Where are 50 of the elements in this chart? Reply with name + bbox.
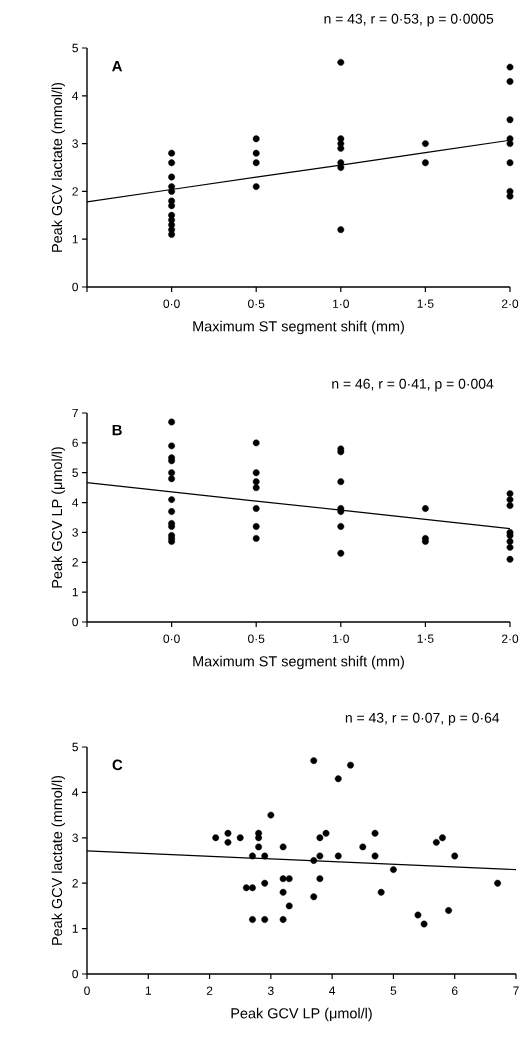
y-tick-label: 4 — [72, 788, 79, 797]
y-tick-label: 0 — [72, 969, 79, 979]
x-tick-label: 7 — [513, 986, 519, 995]
annotation: A — [112, 61, 123, 72]
y-tick-label: 3 — [72, 528, 78, 537]
x-tick-label: 0 — [84, 986, 90, 995]
y-tick-label: 1 — [72, 588, 78, 597]
x-tick-label: 5 — [390, 986, 397, 995]
x-tick-label: 1 — [145, 986, 152, 995]
y-tick-label: 5 — [72, 468, 78, 477]
chart-title: n = 43, r = 0·53, p = 0·0005 — [324, 13, 494, 27]
y-tick-label: 3 — [72, 833, 78, 843]
x-tick-label: 1·5 — [417, 299, 434, 308]
chart-title: n = 43, r = 0·07, p = 0·64 — [345, 712, 500, 726]
x-tick-label: 3 — [267, 986, 274, 995]
x-tick-label: 0·5 — [248, 634, 265, 643]
y-tick-label: 6 — [72, 438, 78, 448]
x-tick-label: 2·0 — [501, 299, 519, 308]
x-tick-label: 4 — [329, 986, 336, 995]
y-axis-title: Peak GCV lactate (mmol/l) — [51, 82, 65, 252]
y-tick-label: 2 — [72, 187, 78, 196]
x-tick-label: 0·0 — [163, 299, 180, 308]
y-tick-label: 1 — [72, 924, 78, 933]
y-tick-label: 5 — [72, 742, 78, 752]
x-axis-title: Maximum ST segment shift (mm) — [193, 320, 404, 335]
y-tick-label: 3 — [72, 139, 78, 148]
y-axis-title: Peak GCV lactate (mmol/l) — [51, 775, 65, 945]
y-tick-label: 0 — [72, 617, 79, 627]
y-tick-label: 4 — [72, 498, 79, 507]
annotation: B — [112, 424, 122, 436]
y-axis-title: Peak GCV LP (μmol/l) — [51, 447, 65, 588]
y-tick-label: 0 — [72, 282, 79, 292]
x-tick-label: 2·0 — [501, 634, 519, 643]
x-axis-title: Maximum ST segment shift (mm) — [193, 655, 404, 670]
y-tick-label: 7 — [72, 408, 78, 418]
x-tick-label: 1·0 — [333, 634, 349, 643]
x-tick-label: 2 — [206, 986, 213, 995]
y-tick-label: 1 — [72, 235, 78, 244]
y-tick-label: 5 — [72, 43, 78, 53]
x-tick-label: 0·5 — [248, 299, 265, 308]
chart-title: n = 46, r = 0·41, p = 0·004 — [332, 378, 494, 392]
x-tick-label: 1·0 — [333, 299, 349, 308]
y-tick-label: 2 — [72, 558, 78, 567]
annotation: C — [112, 759, 123, 771]
x-tick-label: 0·0 — [163, 634, 180, 643]
x-tick-label: 1·5 — [417, 634, 434, 643]
y-tick-label: 2 — [72, 879, 78, 888]
y-tick-label: 4 — [72, 91, 79, 100]
x-axis-title: Peak GCV LP (μmol/l) — [231, 1007, 372, 1022]
x-tick-label: 6 — [452, 986, 458, 995]
